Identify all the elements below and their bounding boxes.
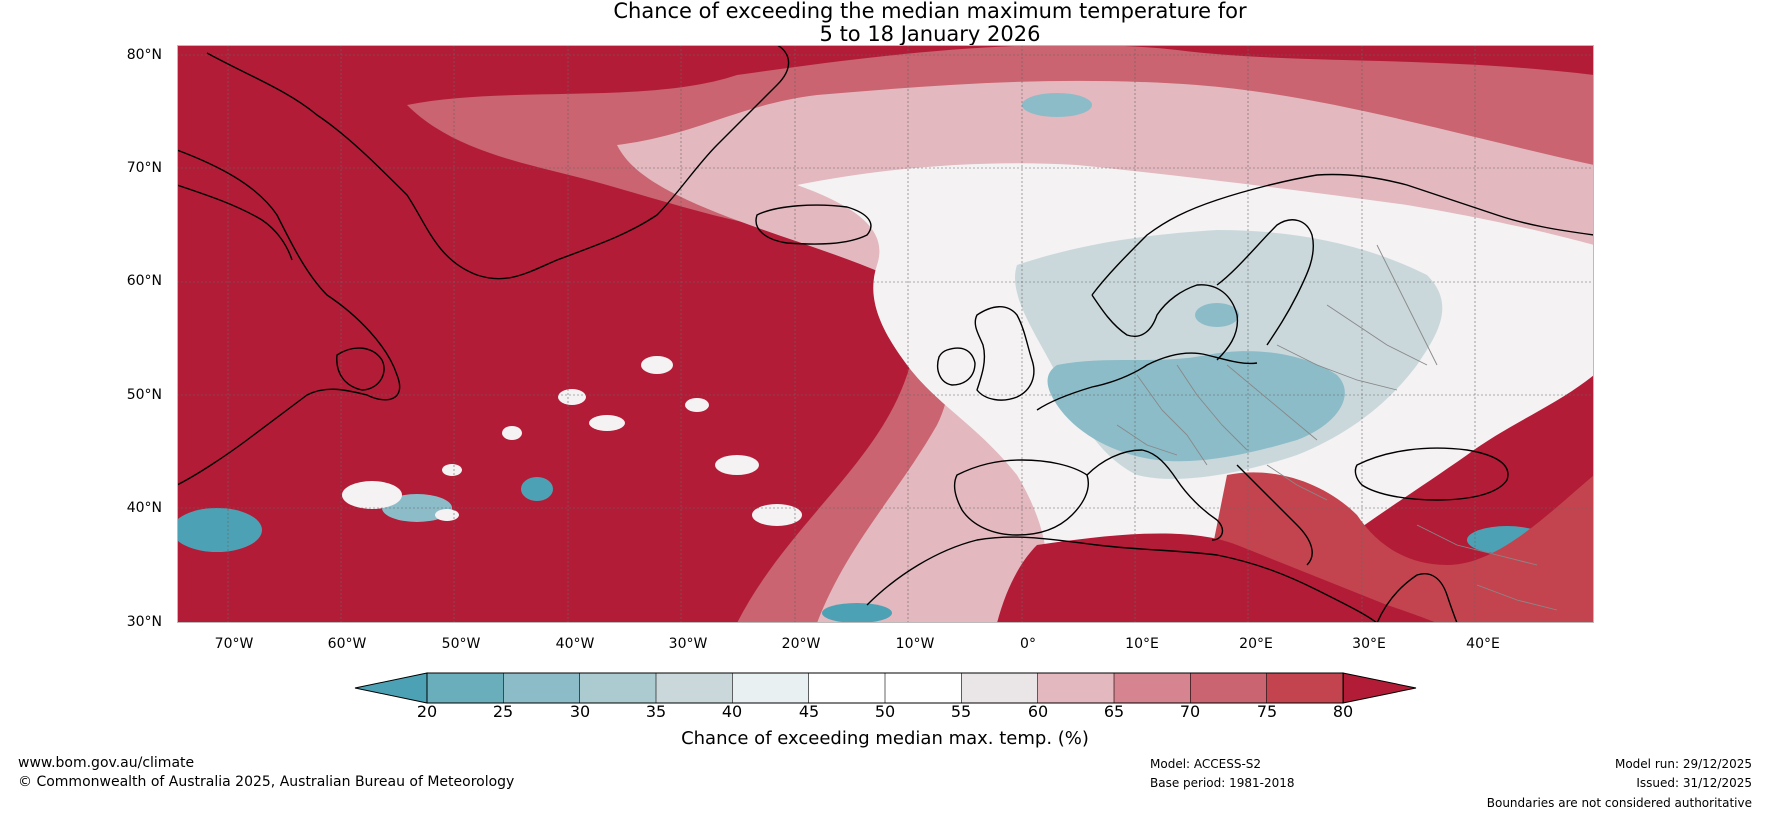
colorbar-tick-35: 35	[645, 702, 667, 721]
lon-label-40w: 40°W	[555, 636, 595, 652]
colorbar-arrow-right	[1342, 672, 1417, 704]
country-borders	[1116, 244, 1558, 611]
colorbar-tick-25: 25	[492, 702, 514, 721]
footer-copyright: © Commonwealth of Australia 2025, Austra…	[18, 774, 515, 790]
graticule	[177, 45, 1594, 623]
colorbar-tick-40: 40	[721, 702, 743, 721]
lon-label-10w: 10°W	[895, 636, 935, 652]
coastline-iceland	[755, 204, 872, 245]
colorbar	[354, 672, 1417, 704]
coastline-north-africa	[866, 536, 1378, 623]
chart-title-line-2: 5 to 18 January 2026	[819, 22, 1041, 46]
colorbar-cell	[1037, 672, 1115, 704]
lon-label-20e: 20°E	[1239, 636, 1273, 652]
region-red-africa	[997, 533, 1437, 623]
coastline-greenland	[206, 45, 790, 280]
coastline-scandinavia	[1091, 173, 1594, 296]
footer-base-period: Base period: 1981-2018	[1150, 776, 1295, 790]
coastlines	[177, 45, 1594, 623]
lat-label-40n: 40°N	[126, 500, 162, 516]
colorbar-cell	[655, 672, 734, 704]
coastline-ireland	[936, 347, 976, 386]
colorbar-cell	[503, 672, 581, 704]
coastline-baffin	[177, 184, 293, 261]
lat-label-70n: 70°N	[126, 160, 162, 176]
footer-website: www.bom.gov.au/climate	[18, 755, 195, 771]
colorbar-cell	[884, 672, 963, 704]
region-blue-patch-atlantic-mid	[521, 477, 553, 501]
colorbar-cell	[1190, 672, 1268, 704]
colorbar-tick-80: 80	[1332, 702, 1354, 721]
region-blue-patch-norway	[1195, 303, 1239, 327]
colorbar-tick-20: 20	[416, 702, 438, 721]
lon-label-30w: 30°W	[668, 636, 708, 652]
footer-model: Model: ACCESS-S2	[1150, 757, 1262, 771]
lat-label-60n: 60°N	[126, 273, 162, 289]
coastline-north-america	[177, 149, 401, 486]
colorbar-arrow-left	[354, 672, 428, 704]
lon-label-30e: 30°E	[1352, 636, 1386, 652]
colorbar-tick-30: 30	[569, 702, 591, 721]
lat-label-50n: 50°N	[126, 387, 162, 403]
coastline-black-sea	[1354, 447, 1509, 501]
colorbar-cell	[808, 672, 886, 704]
coastline-norway-south	[1091, 284, 1239, 361]
temperature-map	[177, 45, 1594, 623]
lon-label-50w: 50°W	[441, 636, 481, 652]
colorbar-tick-45: 45	[798, 702, 820, 721]
footer-disclaimer: Boundaries are not considered authoritat…	[1486, 796, 1752, 810]
region-blue-patch-atlantic-nw	[177, 508, 262, 552]
lon-label-0: 0°	[1020, 636, 1036, 652]
footer-issued: Issued: 31/12/2025	[1636, 776, 1752, 790]
coastline-france-italy	[1086, 449, 1224, 541]
coastline-great-britain	[974, 306, 1035, 401]
lat-label-30n: 30°N	[126, 614, 162, 630]
map-frame	[177, 45, 1594, 623]
colorbar-cell	[579, 672, 657, 704]
colorbar-tick-65: 65	[1103, 702, 1125, 721]
coastline-newfoundland	[336, 347, 385, 391]
colorbar-cell	[1266, 672, 1344, 704]
lon-label-40e: 40°E	[1466, 636, 1500, 652]
colorbar-tick-50: 50	[874, 702, 896, 721]
lon-label-10e: 10°E	[1125, 636, 1159, 652]
colorbar-tick-75: 75	[1256, 702, 1278, 721]
colorbar-tick-70: 70	[1179, 702, 1201, 721]
lon-label-20w: 20°W	[781, 636, 821, 652]
colorbar-cell	[732, 672, 810, 704]
colorbar-tick-60: 60	[1027, 702, 1049, 721]
coastline-western-europe	[1036, 352, 1258, 411]
colorbar-frame	[426, 672, 1344, 704]
footer-model-run: Model run: 29/12/2025	[1614, 757, 1752, 771]
lon-label-70w: 70°W	[214, 636, 254, 652]
coastline-balkans-greece	[1236, 464, 1313, 566]
coastline-middle-east	[1376, 573, 1458, 623]
map-speckles	[342, 356, 802, 526]
colorbar-cell	[426, 672, 505, 704]
colorbar-title: Chance of exceeding median max. temp. (%…	[681, 728, 1089, 749]
colorbar-cell	[1113, 672, 1192, 704]
colorbar-cell	[961, 672, 1039, 704]
lat-label-80n: 80°N	[126, 47, 162, 63]
coastline-sweden-finland	[1216, 219, 1314, 346]
colorbar-tick-55: 55	[950, 702, 972, 721]
region-blue-patch-morocco	[822, 603, 892, 623]
region-blue-patch-arctic	[1022, 93, 1092, 117]
coastline-iberia	[953, 459, 1089, 536]
lon-label-60w: 60°W	[327, 636, 367, 652]
chart-title-line-1: Chance of exceeding the median maximum t…	[613, 0, 1247, 23]
